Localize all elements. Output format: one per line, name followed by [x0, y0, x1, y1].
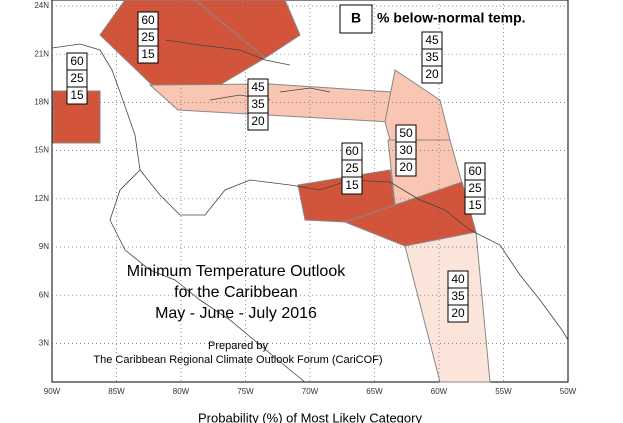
probability: 15 [468, 198, 482, 212]
lon-label: 90W [44, 387, 61, 396]
probability: 25 [345, 161, 359, 175]
coastline [109, 169, 306, 383]
probability-box [66, 86, 88, 105]
probability-box [447, 304, 469, 323]
probability: 45 [251, 80, 265, 94]
probability: 20 [451, 306, 465, 320]
lat-label: 12N [34, 194, 49, 203]
probability: 60 [468, 164, 482, 178]
coastline [164, 39, 291, 66]
probability: 60 [345, 144, 359, 158]
lon-label: 70W [302, 387, 319, 396]
probability: 20 [425, 67, 439, 81]
lat-label: 6N [39, 290, 49, 299]
lon-label: 65W [366, 387, 383, 396]
lon-label: 75W [237, 387, 254, 396]
coastlines [51, 39, 569, 383]
legend-text: % below-normal temp. [377, 10, 526, 26]
title-line: Minimum Temperature Outlook [127, 263, 346, 280]
footer: Probability (%) of Most Likely Category [198, 410, 422, 423]
probability-box [421, 65, 443, 84]
probability: 15 [141, 47, 155, 61]
lon-label: 80W [173, 387, 190, 396]
lon-label: 50W [560, 387, 577, 396]
probability: 25 [468, 181, 482, 195]
title-line: for the Caribbean [174, 284, 298, 301]
probability: 40 [451, 272, 465, 286]
probability-box [341, 176, 363, 195]
probability: 30 [399, 143, 413, 157]
probability: 35 [425, 50, 439, 64]
probability: 45 [425, 33, 439, 47]
title: Minimum Temperature Outlook for the Carib… [93, 263, 382, 366]
probability: 50 [399, 126, 413, 140]
probability: 60 [70, 54, 84, 68]
region [384, 69, 451, 141]
probability: 60 [141, 13, 155, 27]
probability-box [247, 112, 269, 131]
lat-label: 21N [34, 49, 49, 58]
probability: 20 [399, 160, 413, 174]
coastline [51, 43, 569, 341]
lat-label: 18N [34, 98, 49, 107]
title-line: May - June - July 2016 [155, 305, 317, 322]
probability: 25 [70, 71, 84, 85]
probability-box [137, 45, 159, 64]
probability-box [395, 158, 417, 177]
probability: 25 [141, 30, 155, 44]
lat-label: 9N [39, 242, 49, 251]
probability: 20 [251, 114, 265, 128]
probability: 35 [251, 97, 265, 111]
credit-line: Prepared by [208, 340, 268, 352]
legend-key: B [351, 10, 361, 26]
legend-key-box [339, 4, 373, 34]
lon-label: 55W [495, 387, 512, 396]
probability: 15 [345, 178, 359, 192]
probability: 15 [70, 88, 84, 102]
lon-label: 60W [431, 387, 448, 396]
lat-label: 24N [34, 1, 49, 10]
lon-label: 85W [108, 387, 125, 396]
probability-box [464, 196, 486, 215]
lat-label: 15N [34, 146, 49, 155]
credit-line: The Caribbean Regional Climate Outlook F… [93, 354, 382, 366]
legend: B % below-normal temp. [339, 4, 526, 34]
probability: 35 [451, 289, 465, 303]
lat-label: 3N [39, 339, 49, 348]
